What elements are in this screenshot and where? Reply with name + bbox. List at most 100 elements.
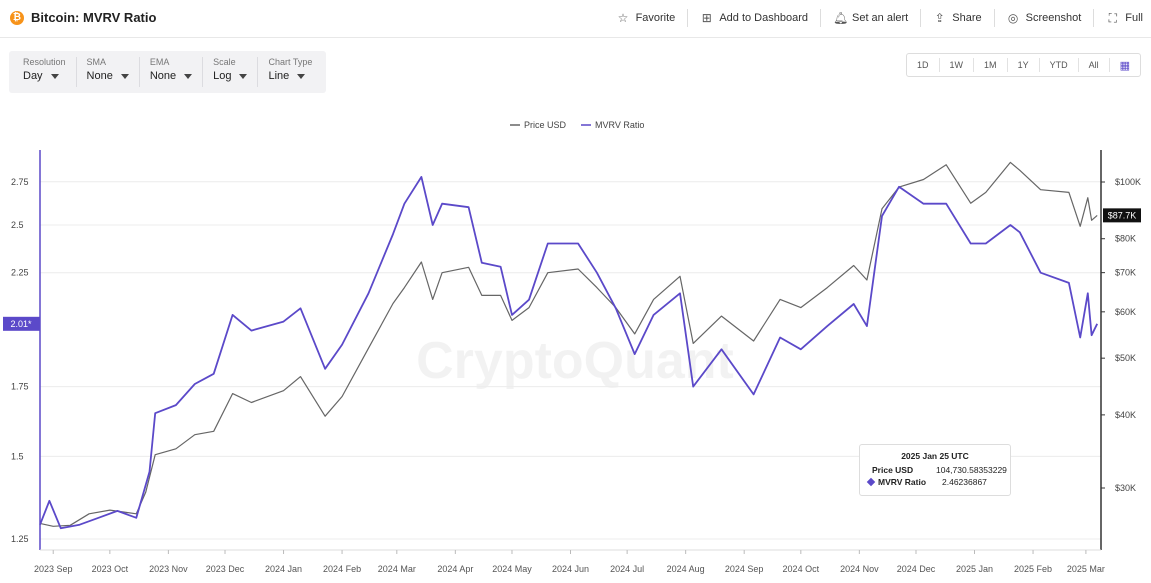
x-tick-label: 2023 Nov (149, 564, 188, 574)
left-tick-label: 2.5 (11, 220, 24, 230)
camera-icon: ◎ (1007, 11, 1019, 25)
bitcoin-icon: ₿ (10, 10, 24, 25)
x-tick-label: 2024 Apr (437, 564, 473, 574)
sma-label: SMA (86, 57, 107, 67)
range-selector: 1D 1W 1M 1Y YTD All ▦ (906, 53, 1141, 77)
tooltip-mvrv-value: 2.46236867 (942, 477, 987, 487)
right-tick-label: $40K (1115, 410, 1136, 420)
set-alert-button[interactable]: 🔔︎ Set an alert (821, 9, 922, 27)
chevron-down-icon (297, 73, 306, 79)
mvrv-ratio-line (39, 176, 1099, 530)
share-button[interactable]: ⇪ Share (921, 9, 995, 27)
sma-value: None (86, 70, 113, 82)
right-tick-label: $30K (1115, 483, 1136, 493)
share-label: Share (952, 12, 982, 24)
ema-value: None (149, 70, 177, 82)
left-tick-label: 1.5 (11, 451, 24, 461)
range-1m-button[interactable]: 1M (974, 58, 1008, 72)
share-icon: ⇪ (934, 11, 945, 25)
range-all-button[interactable]: All (1079, 58, 1110, 72)
legend-price-label: Price USD (524, 120, 567, 130)
scale-value: Log (213, 70, 232, 82)
tooltip-mvrv-name: MVRV Ratio (878, 477, 927, 487)
set-alert-label: Set an alert (851, 12, 909, 24)
resolution-select[interactable]: Resolution Day (13, 57, 77, 87)
right-tick-label: $70K (1115, 268, 1136, 278)
calendar-icon[interactable]: ▦ (1119, 59, 1130, 72)
header-actions: ☆ Favorite ⊞ Add to Dashboard 🔔︎ Set an ale… (605, 0, 1151, 36)
mvrv-diamond-icon (866, 477, 876, 487)
x-tick-label: 2023 Dec (206, 564, 245, 574)
x-tick-label: 2024 Mar (378, 564, 416, 574)
sma-select[interactable]: SMA None (77, 57, 140, 87)
chevron-down-icon (239, 73, 248, 79)
left-current-label: 2.01* (10, 319, 32, 329)
right-current-label: $87.7K (1108, 210, 1137, 220)
chart-type-select[interactable]: Chart Type Line (258, 57, 322, 87)
favorite-label: Favorite (635, 12, 676, 24)
favorite-button[interactable]: ☆ Favorite (605, 9, 689, 27)
fullscreen-icon: ⛶ (1108, 10, 1117, 25)
chart-controls: Resolution Day SMA None EMA None Scale Log C… (9, 51, 327, 93)
screenshot-button[interactable]: ◎ Screenshot (995, 9, 1095, 27)
range-1w-button[interactable]: 1W (940, 58, 975, 72)
chevron-down-icon (120, 73, 129, 79)
price-usd-line (39, 161, 1098, 527)
right-tick-label: $80K (1115, 234, 1136, 244)
left-current-badge (3, 316, 40, 331)
watermark-text: CryptoQuant (416, 332, 734, 390)
x-tick-label: 2023 Oct (92, 564, 129, 574)
x-tick-label: 2024 Jan (265, 564, 302, 574)
tooltip-price-value: 104,730.58353229 (936, 465, 1007, 475)
chevron-down-icon (50, 73, 59, 79)
left-tick-label: 1.75 (11, 382, 29, 392)
chart-type-value: Line (268, 70, 290, 82)
x-tick-label: 2024 Aug (667, 564, 705, 574)
page-title: Bitcoin: MVRV Ratio (31, 10, 157, 25)
x-tick-label: 2025 Mar (1067, 564, 1105, 574)
scale-select[interactable]: Scale Log (203, 57, 259, 87)
x-tick-label: 2024 Feb (323, 564, 361, 574)
add-to-dashboard-button[interactable]: ⊞ Add to Dashboard (688, 9, 821, 27)
range-1y-button[interactable]: 1Y (1008, 58, 1040, 72)
left-tick-label: 2.25 (11, 268, 29, 278)
chart-type-label: Chart Type (268, 57, 313, 67)
range-ytd-button[interactable]: YTD (1040, 58, 1079, 72)
right-tick-label: $50K (1115, 353, 1136, 363)
left-tick-label: 1.25 (11, 534, 29, 544)
right-tick-label: $60K (1115, 307, 1136, 317)
right-tick-label: $100K (1115, 177, 1141, 187)
x-tick-label: 2024 Jun (552, 564, 589, 574)
x-tick-label: 2024 May (492, 564, 532, 574)
screenshot-label: Screenshot (1025, 12, 1082, 24)
ema-label: EMA (149, 57, 170, 67)
range-1d-button[interactable]: 1D (907, 58, 940, 72)
header: ₿ Bitcoin: MVRV Ratio ☆ Favorite ⊞ Add to … (0, 0, 1151, 38)
ema-select[interactable]: EMA None (140, 57, 204, 87)
add-to-dashboard-label: Add to Dashboard (719, 12, 808, 24)
star-icon: ☆ (617, 11, 629, 25)
fullscreen-button[interactable]: ⛶ Full (1094, 9, 1151, 27)
bell-icon: 🔔︎ (832, 11, 849, 25)
chevron-down-icon (184, 73, 193, 79)
fullscreen-label: Full (1125, 12, 1143, 24)
dashboard-add-icon: ⊞ (701, 11, 712, 25)
x-tick-label: 2024 Jul (610, 564, 644, 574)
left-tick-label: 2.75 (11, 177, 29, 187)
scale-label: Scale (213, 57, 236, 67)
tooltip-row-price: Price USD 104,730.58353229 (868, 465, 1007, 475)
x-tick-label: 2024 Oct (783, 564, 820, 574)
chart-tooltip: 2025 Jan 25 UTC Price USD 104,730.5835322… (859, 444, 1011, 496)
title-wrap: ₿ Bitcoin: MVRV Ratio (10, 10, 156, 25)
x-tick-label: 2024 Dec (897, 564, 936, 574)
x-tick-label: 2024 Nov (840, 564, 879, 574)
right-current-badge (1103, 208, 1141, 223)
x-tick-label: 2023 Sep (34, 564, 73, 574)
tooltip-date: 2025 Jan 25 UTC (901, 451, 969, 461)
tooltip-row-mvrv: MVRV Ratio 2.46236867 (866, 477, 1002, 487)
x-tick-label: 2024 Sep (725, 564, 764, 574)
x-tick-label: 2025 Jan (956, 564, 993, 574)
legend-mvrv-label: MVRV Ratio (595, 120, 644, 130)
resolution-value: Day (23, 70, 43, 82)
